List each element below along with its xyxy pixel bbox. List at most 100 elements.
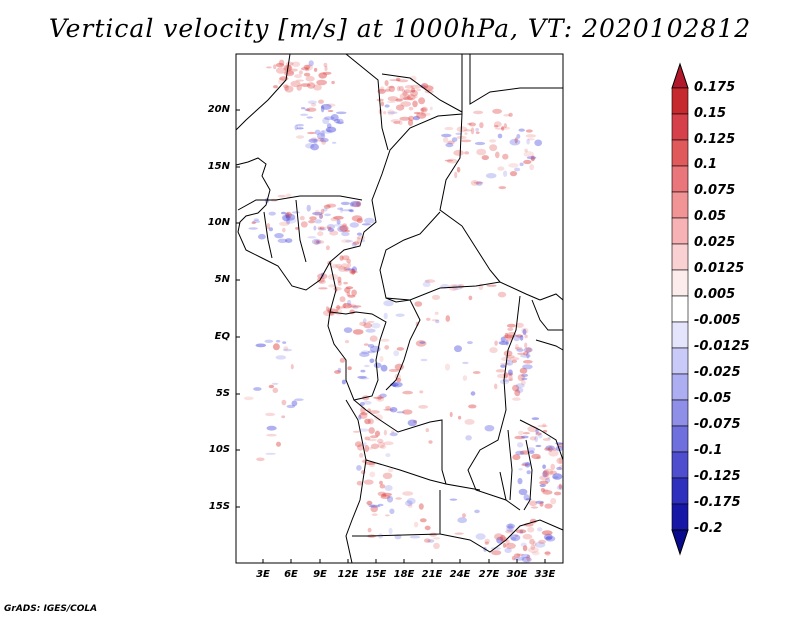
field-patch — [274, 233, 284, 239]
field-patch — [445, 315, 451, 322]
field-patch — [311, 103, 317, 107]
field-patch — [521, 373, 529, 377]
grads-credit: GrADS: IGES/COLA — [4, 604, 98, 614]
field-patch — [376, 438, 384, 444]
field-patch — [369, 410, 380, 414]
field-patch — [356, 480, 363, 486]
field-patch — [526, 138, 530, 145]
field-patch — [395, 104, 405, 111]
field-patch — [317, 231, 324, 237]
field-patch — [290, 364, 294, 370]
field-patch — [340, 201, 350, 206]
field-patch — [252, 220, 261, 224]
field-patch — [386, 495, 394, 503]
field-patch — [535, 444, 542, 448]
field-patch — [515, 529, 527, 534]
field-patch — [517, 477, 523, 485]
field-patch — [282, 84, 289, 89]
field-patch — [499, 534, 506, 542]
field-patch — [392, 384, 397, 387]
field-patch — [363, 322, 373, 329]
field-patch — [377, 503, 384, 507]
field-patch — [351, 215, 363, 222]
colorbar-label: 0.15 — [694, 106, 727, 121]
field-patch — [385, 514, 390, 517]
field-patch — [306, 107, 317, 112]
field-patch — [359, 402, 365, 406]
field-patch — [473, 181, 484, 184]
field-patch — [538, 432, 543, 439]
field-patch — [468, 295, 473, 301]
field-patch — [403, 89, 412, 94]
field-patch — [367, 350, 376, 354]
lat-label-15n: 15N — [207, 161, 230, 172]
country-borders — [235, 53, 564, 564]
field-patch — [401, 89, 406, 93]
field-patch — [336, 111, 347, 115]
field-patch — [499, 362, 511, 365]
field-patch — [286, 61, 294, 66]
field-patch — [343, 327, 353, 333]
field-patch — [396, 85, 401, 92]
field-patch — [264, 339, 274, 343]
field-patch — [413, 419, 417, 424]
lon-label-3e: 3E — [256, 569, 270, 580]
field-patch — [498, 186, 507, 190]
field-patch — [351, 270, 358, 274]
field-patch — [393, 350, 400, 357]
field-patch — [505, 529, 514, 534]
field-patch — [268, 211, 276, 216]
field-patch — [518, 430, 524, 435]
field-patch — [337, 225, 348, 233]
field-patch — [265, 452, 276, 455]
field-patch — [514, 389, 521, 397]
field-patch — [556, 457, 563, 464]
field-patch — [414, 301, 423, 307]
colorbar-label: -0.075 — [694, 417, 741, 432]
field-patch — [326, 224, 336, 230]
field-patch — [518, 488, 528, 496]
field-patch — [316, 79, 327, 86]
colorbar-label: 0.125 — [694, 132, 736, 147]
field-patch — [531, 551, 540, 556]
field-patch — [497, 166, 505, 171]
field-patch — [456, 135, 467, 140]
field-patch — [462, 513, 466, 518]
field-patch — [455, 132, 463, 135]
field-patch — [320, 208, 325, 215]
field-patch — [470, 391, 476, 396]
colorbar-label: -0.2 — [694, 521, 723, 536]
field-patch — [494, 383, 498, 390]
colorbar-swatch — [671, 477, 689, 505]
field-patch — [349, 209, 354, 213]
field-patch — [366, 500, 373, 506]
field-patch — [363, 479, 374, 485]
field-patch — [534, 139, 543, 147]
field-patch — [425, 428, 429, 433]
field-patch — [303, 64, 311, 70]
field-patch — [540, 488, 546, 492]
field-patch — [402, 491, 414, 496]
field-patch — [367, 438, 377, 442]
field-patch — [253, 218, 259, 221]
field-patch — [457, 517, 468, 524]
field-patch — [277, 194, 286, 198]
map-area — [236, 54, 563, 563]
field-patch — [377, 441, 385, 449]
field-patch — [527, 138, 535, 141]
field-patch — [412, 100, 418, 108]
field-patch — [319, 213, 323, 219]
field-patch — [516, 387, 524, 393]
field-patch — [519, 529, 524, 534]
field-patch — [295, 227, 300, 230]
field-patch — [300, 113, 309, 117]
field-patch — [363, 343, 369, 346]
field-patch — [316, 132, 326, 140]
field-patch — [544, 447, 551, 451]
lon-label-18e: 18E — [393, 569, 415, 580]
field-patch — [512, 397, 521, 401]
field-patch — [368, 447, 373, 450]
field-patch — [387, 96, 399, 102]
field-patch — [308, 60, 314, 67]
field-patch — [418, 503, 424, 510]
